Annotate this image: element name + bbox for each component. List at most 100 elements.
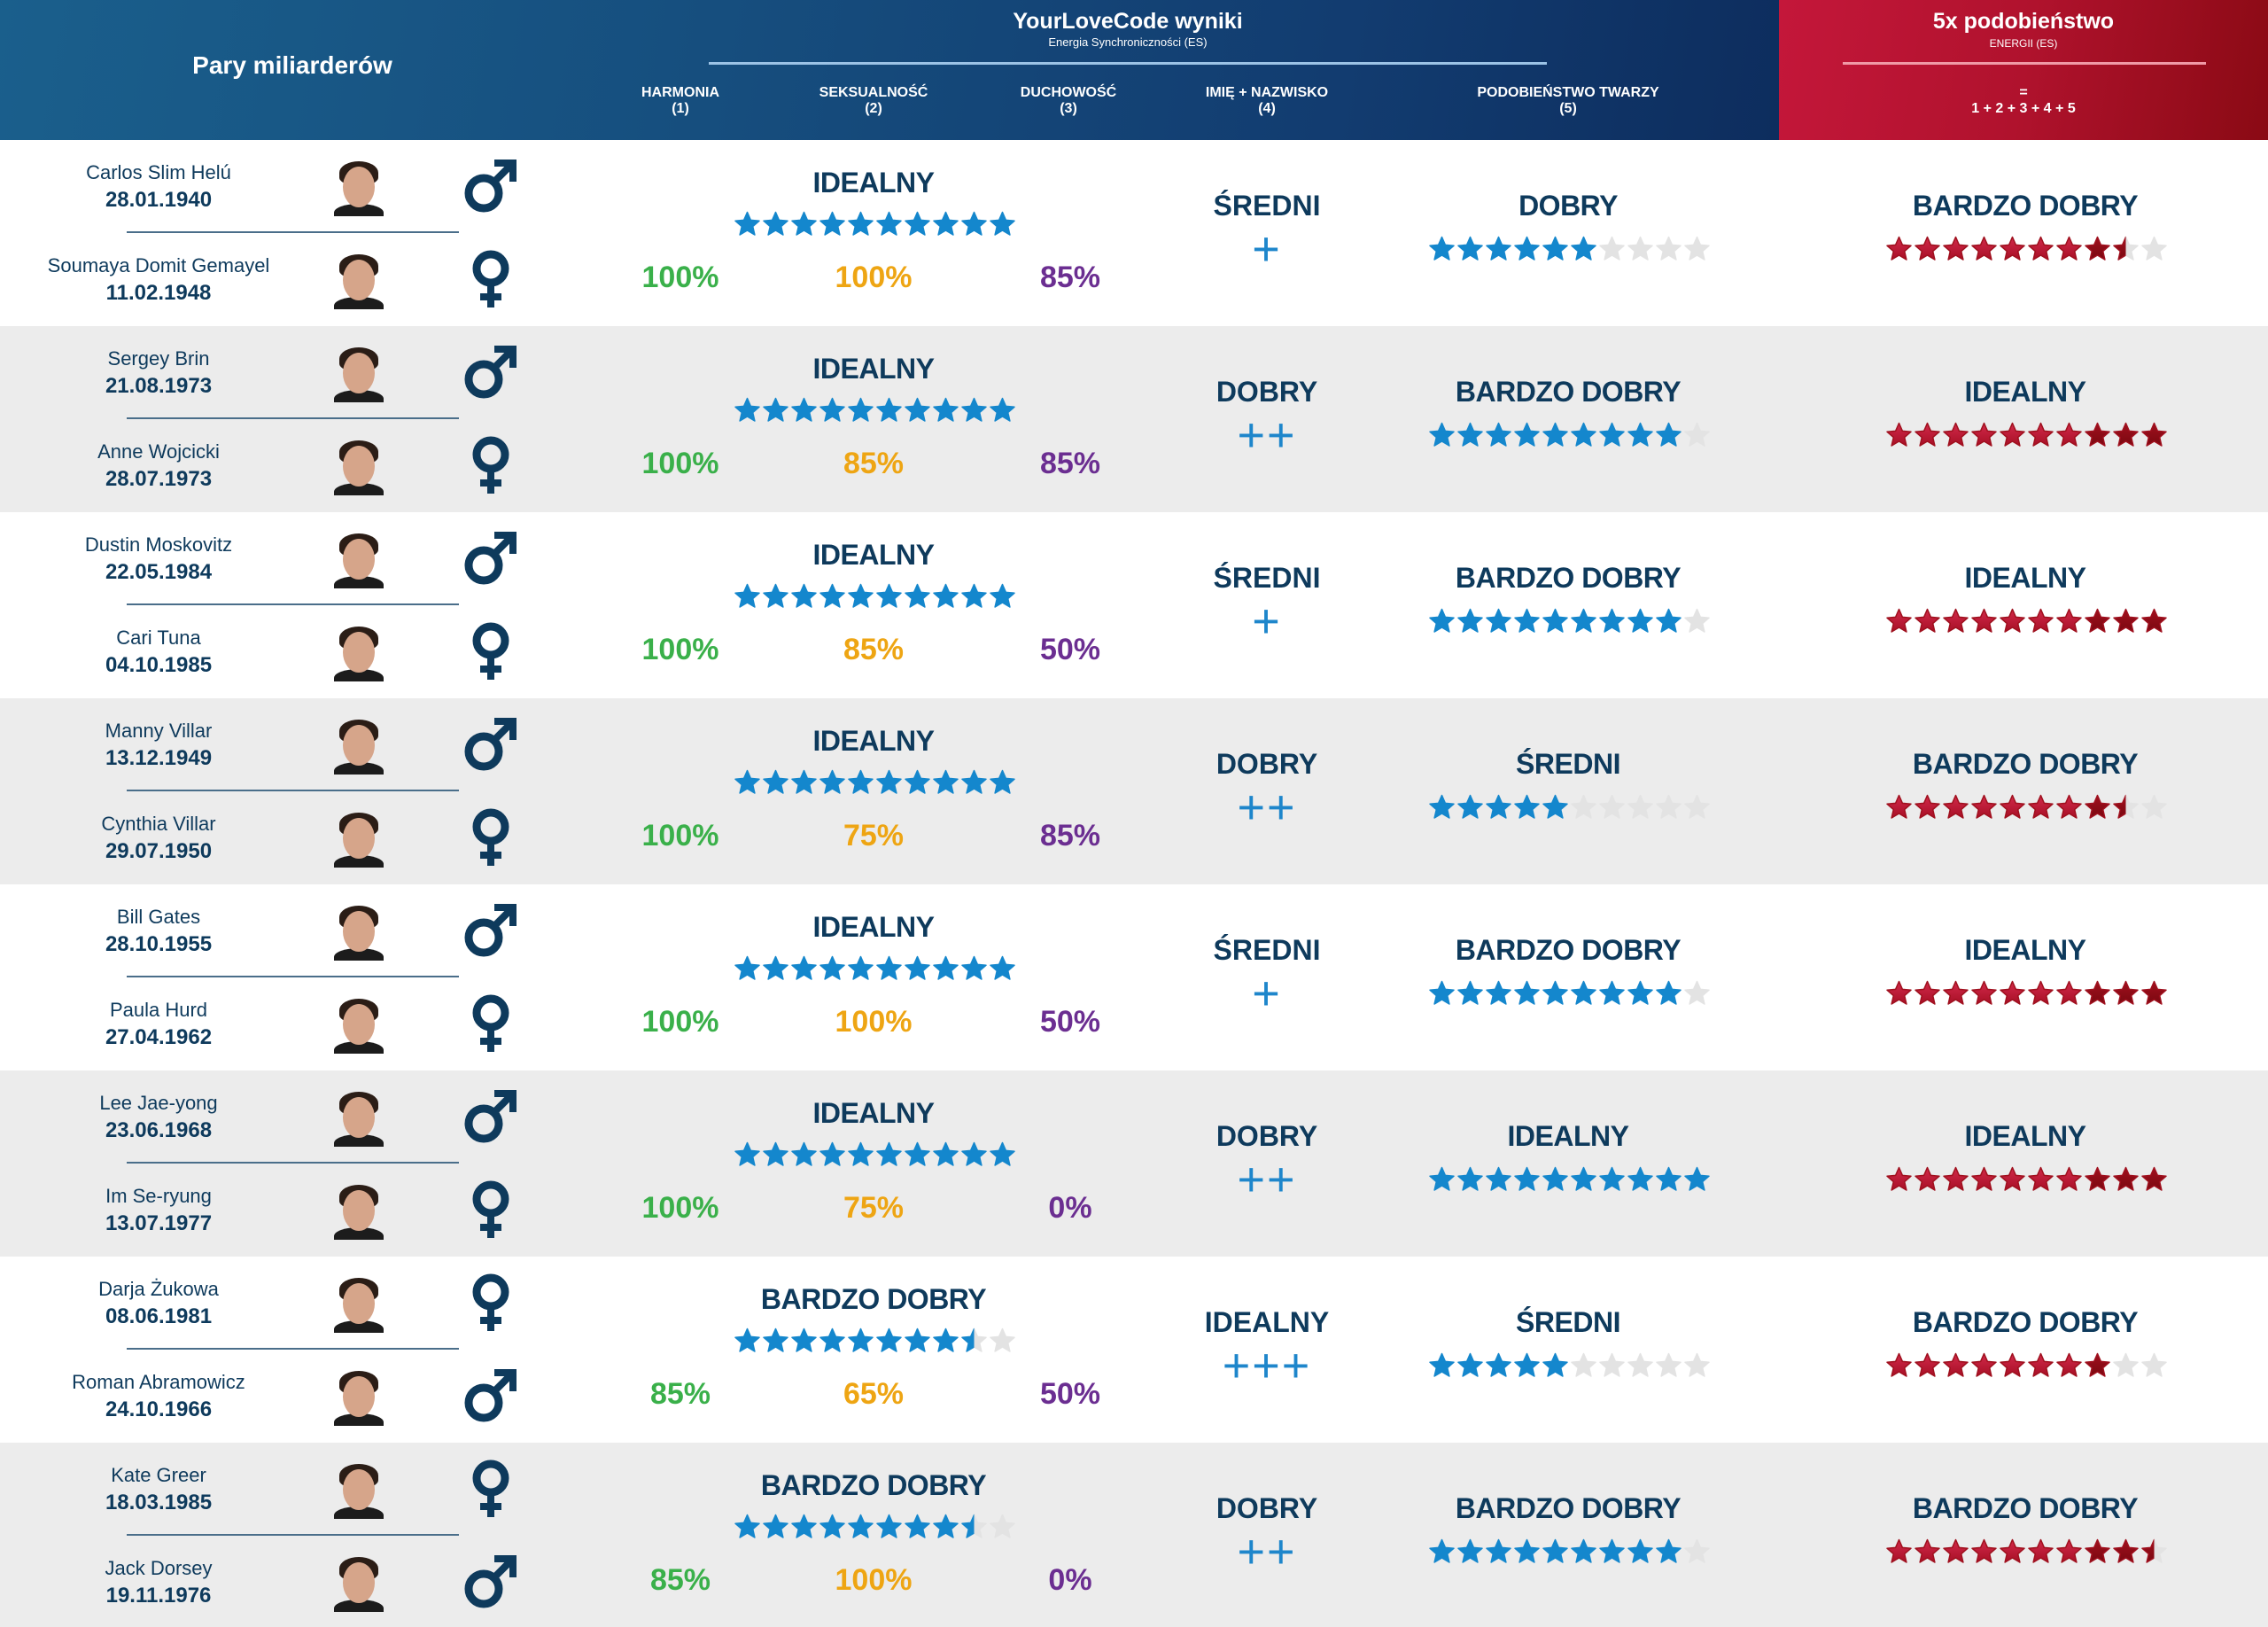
star-filled-icon <box>734 211 761 237</box>
star-filled-icon <box>2084 980 2111 1007</box>
star-empty-icon <box>1570 794 1597 821</box>
name-rating-plus: ++ <box>1237 1153 1297 1206</box>
star-filled-icon <box>734 1514 761 1540</box>
name-rating-plus: + <box>1252 967 1282 1020</box>
harmonia-percent: 100% <box>641 1191 719 1225</box>
star-filled-icon <box>1885 1166 1913 1193</box>
person-name: Cari Tuna <box>116 627 201 649</box>
star-filled-icon <box>2055 1538 2083 1565</box>
star-half-icon <box>2140 1538 2168 1565</box>
star-filled-icon <box>762 1514 789 1540</box>
star-filled-icon <box>932 955 959 982</box>
avatar <box>329 807 389 868</box>
star-filled-icon <box>932 1514 959 1540</box>
star-filled-icon <box>819 583 846 610</box>
total-rating-label: BARDZO DOBRY <box>1912 1306 2139 1338</box>
face-star-rating <box>1428 1352 1711 1379</box>
star-filled-icon <box>2055 1166 2083 1193</box>
star-empty-icon <box>1683 1352 1711 1379</box>
total-star-rating <box>1885 794 2168 821</box>
pair-row: Bill Gates 28.10.1955 Paula Hurd 27.04.1… <box>0 884 2268 1070</box>
star-filled-icon <box>989 583 1016 610</box>
star-filled-icon <box>1513 980 1541 1007</box>
name-rating-label: ŚREDNI <box>1213 562 1321 594</box>
star-filled-icon <box>960 955 988 982</box>
seksualnosc-percent: 75% <box>843 819 905 852</box>
star-filled-icon <box>1428 1352 1456 1379</box>
star-half-icon <box>960 1514 988 1540</box>
star-filled-icon <box>2112 1166 2140 1193</box>
name-rating-plus: ++ <box>1237 781 1297 834</box>
star-filled-icon <box>1885 980 1913 1007</box>
total-star-rating <box>1885 608 2168 634</box>
star-filled-icon <box>1513 794 1541 821</box>
star-filled-icon <box>1513 236 1541 262</box>
star-filled-icon <box>989 955 1016 982</box>
star-filled-icon <box>1428 236 1456 262</box>
star-filled-icon <box>1999 980 2026 1007</box>
star-filled-icon <box>904 1141 931 1168</box>
name-rating-plus: ++ <box>1237 1525 1297 1578</box>
star-filled-icon <box>1885 794 1913 821</box>
star-filled-icon <box>1914 1538 1941 1565</box>
star-filled-icon <box>1627 422 1654 448</box>
star-filled-icon <box>762 397 789 424</box>
person-entry: Cari Tuna 04.10.1985 <box>0 605 514 698</box>
star-filled-icon <box>1428 1538 1456 1565</box>
star-filled-icon <box>1999 608 2026 634</box>
avatar <box>329 1459 389 1519</box>
star-filled-icon <box>1914 608 1941 634</box>
star-filled-icon <box>819 955 846 982</box>
sync-rating-label: IDEALNY <box>812 911 935 943</box>
star-filled-icon <box>1485 236 1512 262</box>
person-birthdate: 11.02.1948 <box>105 281 212 305</box>
duchowosc-percent: 85% <box>1039 819 1101 852</box>
star-filled-icon <box>1942 608 1969 634</box>
name-rating-label: IDEALNY <box>1204 1306 1330 1338</box>
avatar <box>329 1366 389 1426</box>
similarity-subtitle: ENERGII (ES) <box>1989 37 2058 50</box>
female-symbol-icon <box>462 806 519 868</box>
star-filled-icon <box>2084 1352 2111 1379</box>
face-star-rating <box>1428 422 1711 448</box>
harmonia-percent: 100% <box>641 633 719 666</box>
name-rating-label: ŚREDNI <box>1213 934 1321 966</box>
face-rating-label: BARDZO DOBRY <box>1455 562 1682 594</box>
star-filled-icon <box>1456 236 1484 262</box>
star-filled-icon <box>847 397 874 424</box>
name-rating-plus: + <box>1252 222 1282 276</box>
star-filled-icon <box>2084 608 2111 634</box>
pair-row: Carlos Slim Helú 28.01.1940 Soumaya Domi… <box>0 140 2268 326</box>
star-filled-icon <box>960 397 988 424</box>
total-rating-label: BARDZO DOBRY <box>1912 748 2139 780</box>
star-filled-icon <box>1970 608 1998 634</box>
person-birthdate: 08.06.1981 <box>105 1304 213 1328</box>
person-entry: Soumaya Domit Gemayel 11.02.1948 <box>0 233 514 326</box>
star-filled-icon <box>762 955 789 982</box>
star-empty-icon <box>1683 1538 1711 1565</box>
similarity-formula: = 1 + 2 + 3 + 4 + 5 <box>1971 85 2076 116</box>
star-filled-icon <box>2140 980 2168 1007</box>
star-filled-icon <box>847 1514 874 1540</box>
person-name: Manny Villar <box>105 720 213 742</box>
star-filled-icon <box>2027 608 2054 634</box>
star-filled-icon <box>932 769 959 796</box>
sync-rating-label: IDEALNY <box>812 353 935 385</box>
star-filled-icon <box>1942 1166 1969 1193</box>
star-filled-icon <box>1999 422 2026 448</box>
star-filled-icon <box>2055 236 2083 262</box>
star-filled-icon <box>1914 980 1941 1007</box>
header-red-panel <box>1779 0 2268 140</box>
star-filled-icon <box>904 769 931 796</box>
face-star-rating <box>1428 1538 1711 1565</box>
star-filled-icon <box>2055 794 2083 821</box>
person-divider <box>127 1162 459 1164</box>
pair-row: Darja Żukowa 08.06.1981 Roman Abramowicz… <box>0 1257 2268 1443</box>
column-header-imie-nazwisko: IMIĘ + NAZWISKO (4) <box>1205 85 1329 116</box>
total-rating-label: IDEALNY <box>1964 376 2086 408</box>
star-filled-icon <box>847 769 874 796</box>
face-rating-label: IDEALNY <box>1507 1120 1629 1152</box>
star-filled-icon <box>2055 1352 2083 1379</box>
star-filled-icon <box>1999 1166 2026 1193</box>
star-filled-icon <box>2084 794 2111 821</box>
